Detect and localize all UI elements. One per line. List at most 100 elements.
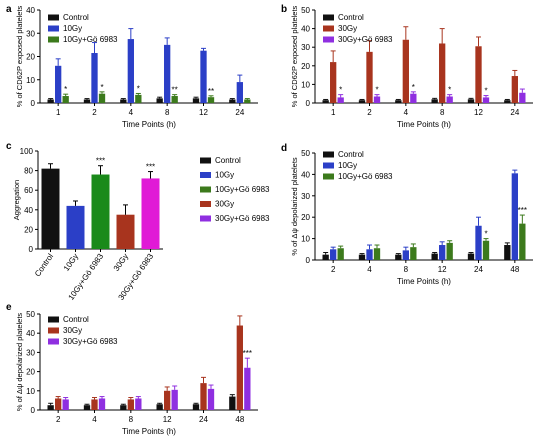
significance-marker: ** (172, 86, 178, 95)
legend-label: 30Gy (338, 24, 357, 33)
bar-10gy-g-6983 (519, 223, 526, 260)
significance-marker: * (339, 86, 342, 95)
bar-10gy (164, 44, 171, 103)
bar-10gy-g-6983 (337, 248, 344, 260)
chart-panel-d: d 0 10 20 30 40 50% of Δψ depolarized platelet… (275, 141, 550, 297)
bar-control (47, 405, 54, 410)
chart-svg-c: c 0 20 40 60 80 100 Aggregation Control 10Gy *** 10… (6, 141, 270, 302)
bar-10gy-g-6983 (91, 174, 110, 249)
bar-30gy-g-6983 (62, 399, 69, 410)
x-tick-label: 12 (438, 265, 447, 274)
y-tick-label: 10 (301, 235, 310, 244)
y-tick-label: 0 (31, 406, 36, 415)
bar-30gy-g-6983 (482, 97, 490, 103)
bar-control (229, 396, 236, 410)
bar-control (358, 254, 366, 260)
bar-control (83, 99, 91, 103)
y-tick-label: 10 (301, 80, 310, 89)
legend-swatch (323, 173, 334, 180)
bar-control (395, 100, 402, 103)
bar-10gy (475, 225, 482, 260)
legend-label: Control (338, 13, 364, 22)
chart-svg-b: b 0 10 20 30 40 50% of CD62P exposed platelets… (281, 4, 533, 129)
y-axis-label: Aggregation (12, 180, 21, 220)
x-tick-label: 8 (165, 108, 170, 117)
legend-label: 10Gy+Gö 6983 (215, 185, 270, 194)
bar-control (192, 98, 200, 103)
bar-10gy-g-6983 (482, 240, 490, 260)
x-tick-label: 4 (92, 415, 97, 424)
y-tick-label: 50 (301, 6, 310, 15)
bar-30gy (366, 51, 373, 103)
chart-panel-b: b 0 10 20 30 40 50% of CD62P exposed platelets… (275, 0, 550, 140)
legend-swatch (48, 316, 59, 323)
bar-30gy-g-6983 (519, 92, 526, 103)
x-tick-label: 2 (92, 108, 97, 117)
legend-label: Control (215, 156, 241, 165)
bar-30gy (402, 39, 409, 103)
bar-10gy (439, 245, 446, 260)
chart-panel-a: a 0 10 20 30 40% of CD62P exposed platelets 1 *… (0, 0, 275, 140)
bar-30gy-g-6983 (337, 97, 344, 103)
x-tick-label: 1 (56, 108, 61, 117)
panel-letter: a (6, 4, 12, 15)
bar-control (47, 99, 54, 103)
y-tick-label: 20 (26, 53, 35, 62)
bar-control (395, 254, 402, 260)
bar-30gy (330, 62, 337, 103)
significance-marker: * (100, 83, 103, 92)
significance-marker: * (484, 230, 487, 239)
bar-30gy (55, 398, 62, 410)
x-tick-label: 4 (129, 108, 134, 117)
bar-30gy-g-6983 (135, 398, 142, 410)
legend-swatch (323, 36, 334, 43)
significance-marker: * (137, 84, 140, 93)
legend-swatch (323, 25, 334, 32)
bar-10gy-g-6983 (207, 97, 215, 103)
significance-marker: *** (146, 163, 155, 172)
significance-marker: * (448, 86, 451, 95)
legend-swatch (323, 14, 334, 21)
legend-swatch (48, 36, 59, 43)
bar-10gy-g-6983 (446, 242, 453, 260)
x-axis-label: Time Points (h) (397, 277, 451, 286)
chart-svg-d: d 0 10 20 30 40 50% of Δψ depolarized platelet… (281, 143, 533, 286)
y-tick-label: 40 (301, 25, 310, 34)
bar-30gy (200, 383, 207, 410)
y-tick-label: 10 (26, 76, 35, 85)
panel-letter: e (6, 302, 12, 313)
legend-label: Control (63, 315, 89, 324)
significance-marker: * (484, 87, 487, 96)
y-tick-label: 10 (26, 387, 35, 396)
y-tick-label: 50 (26, 310, 35, 319)
bar-control (322, 100, 329, 103)
legend-label: 30Gy+Gö 6983 (215, 214, 270, 223)
bar-30gy-g-6983 (373, 96, 381, 103)
y-tick-label: 40 (26, 329, 35, 338)
chart-svg-a: a 0 10 20 30 40% of CD62P exposed platelets 1 *… (6, 4, 258, 129)
y-tick-label: 20 (24, 225, 33, 234)
y-tick-label: 100 (20, 147, 34, 156)
legend-swatch (48, 14, 59, 21)
legend-label: 30Gy (215, 200, 234, 209)
x-tick-label: 8 (129, 415, 134, 424)
bar-30gy-g-6983 (171, 389, 178, 410)
bar-30gy (439, 43, 446, 103)
y-tick-label: 30 (26, 348, 35, 357)
significance-marker: ** (208, 87, 214, 96)
x-tick-label: 2 (367, 108, 372, 117)
y-tick-label: 0 (306, 256, 311, 265)
bar-30gy (127, 399, 134, 410)
legend-swatch (200, 201, 211, 207)
x-tick-label: 8 (440, 108, 445, 117)
legend-label: 30Gy+Gö 6983 (63, 337, 118, 346)
y-tick-label: 30 (26, 29, 35, 38)
bar-30gy (511, 76, 518, 103)
bar-30gy (91, 399, 98, 410)
bar-30gy (164, 390, 171, 410)
legend-swatch (323, 151, 334, 158)
y-tick-label: 40 (24, 206, 33, 215)
panel-letter: b (281, 4, 287, 15)
legend-label: Control (63, 13, 89, 22)
x-tick-label: 12 (474, 108, 483, 117)
